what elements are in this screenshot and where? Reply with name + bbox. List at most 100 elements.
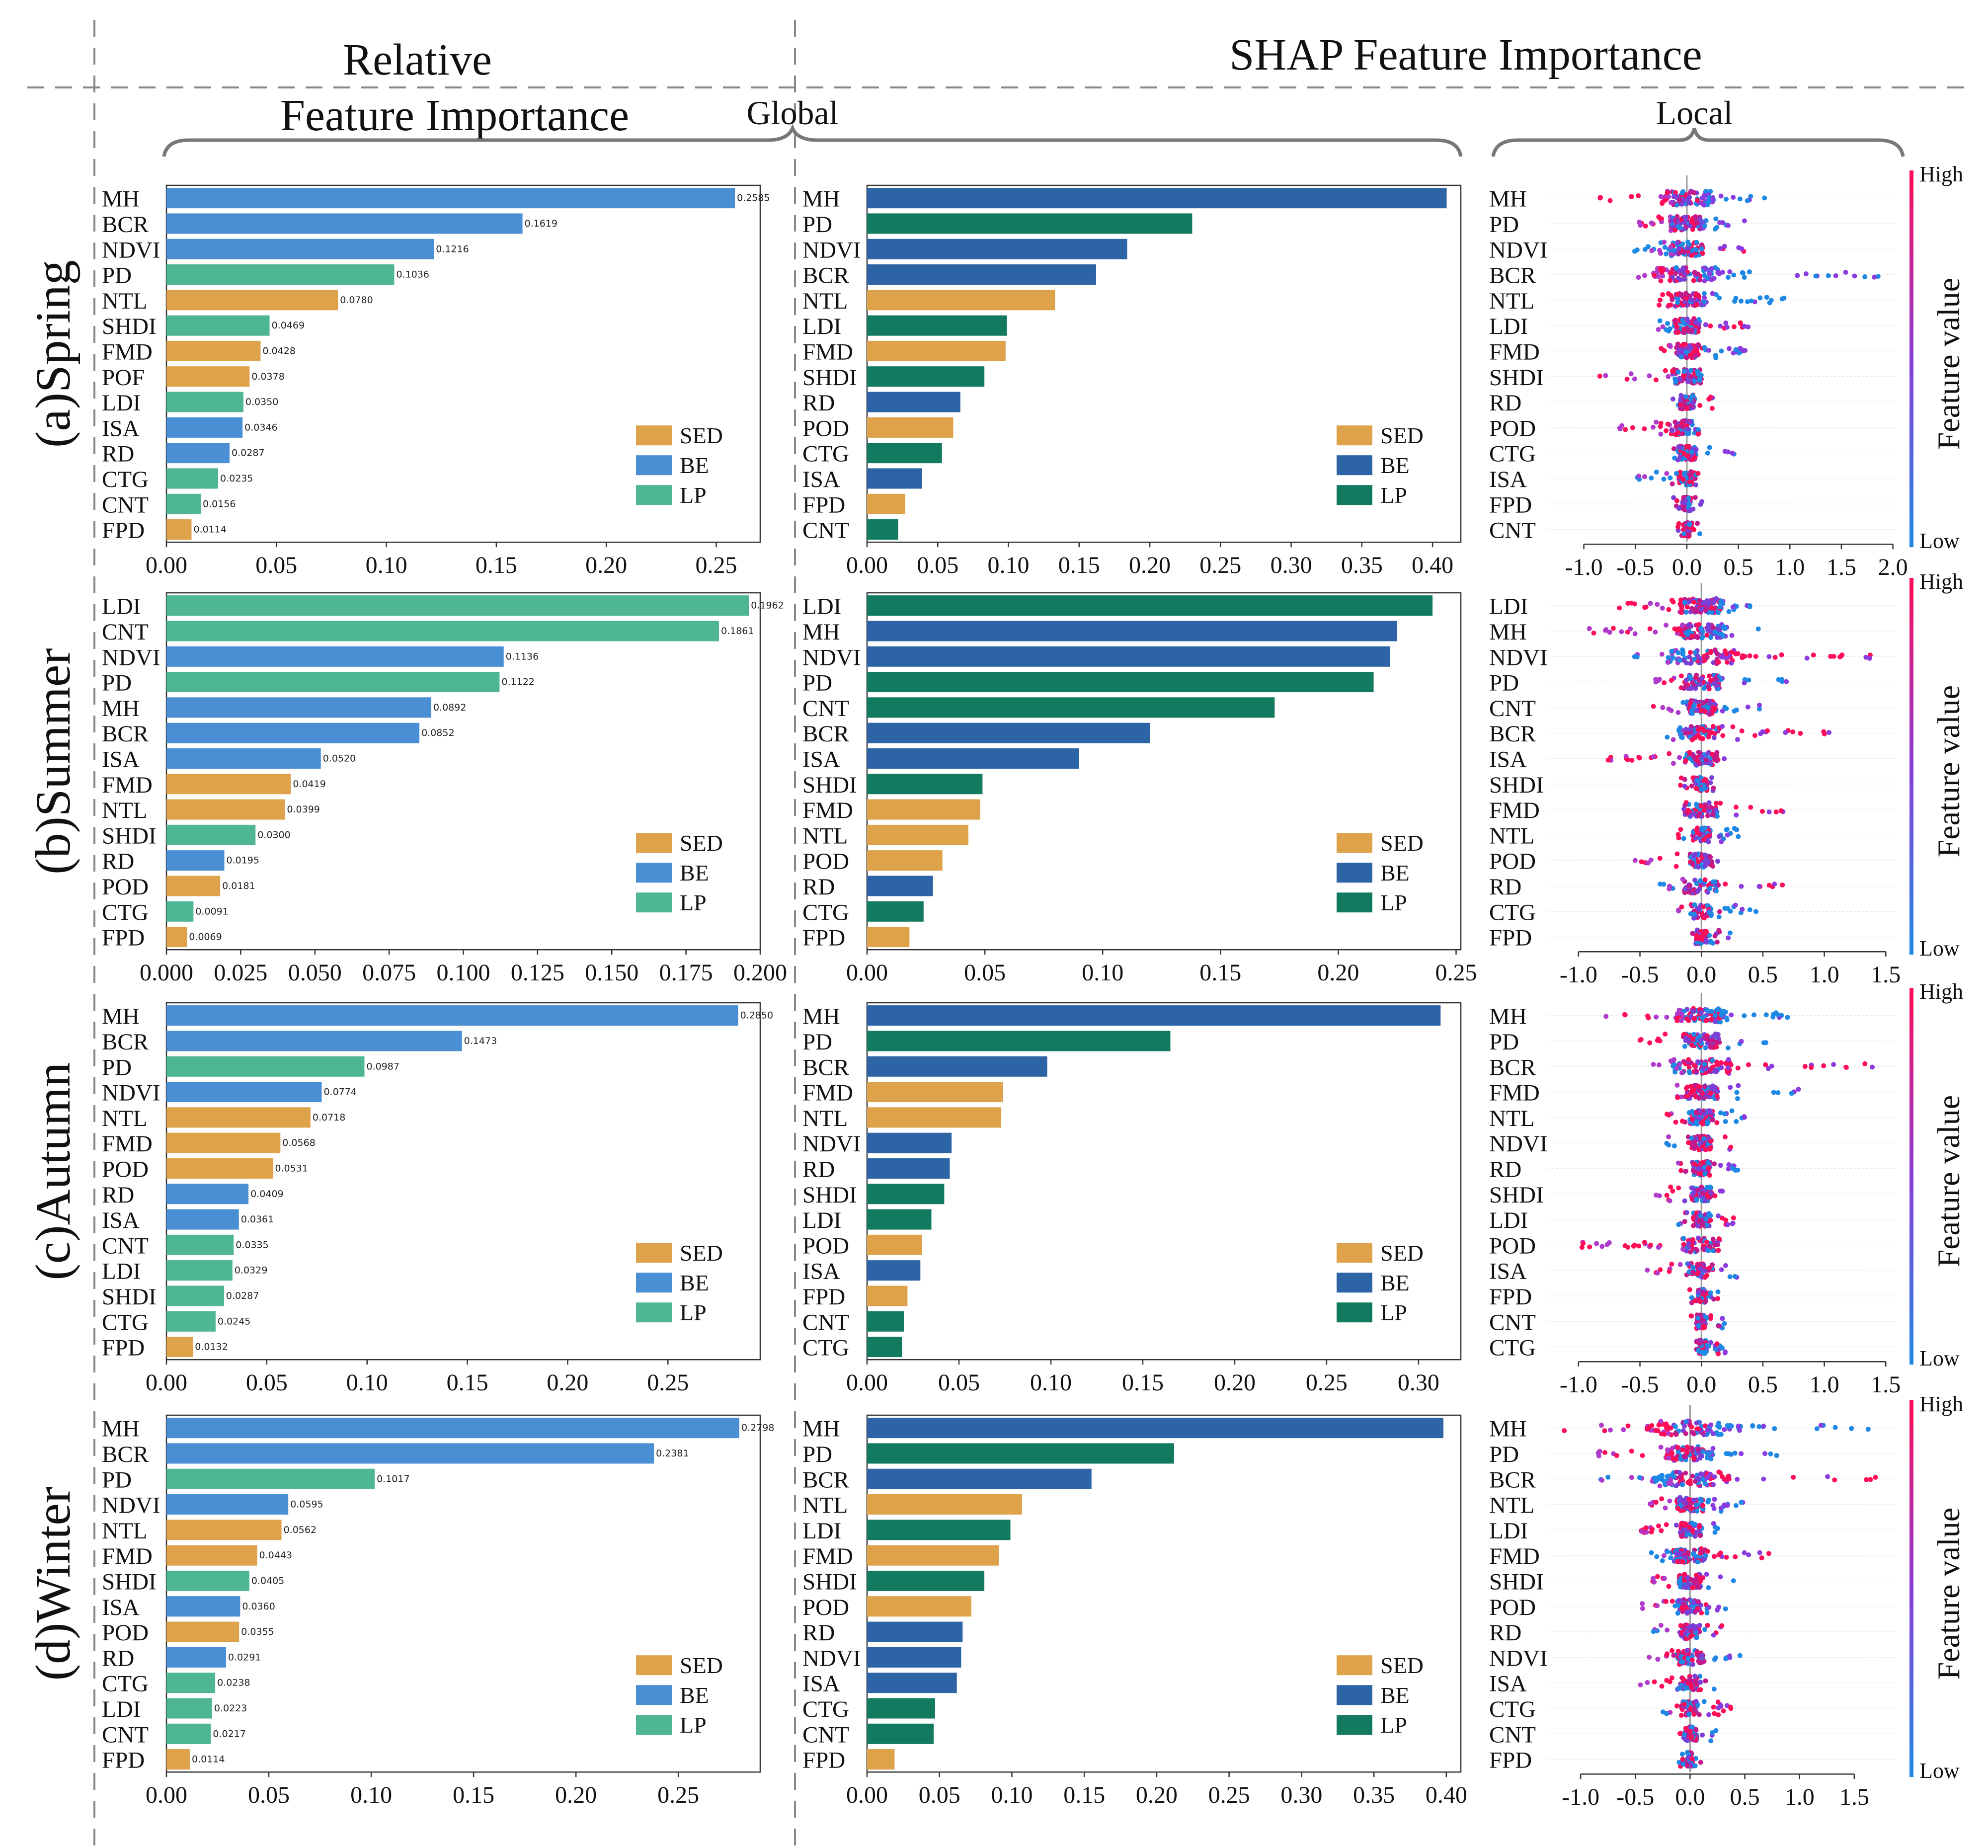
local-dot [1654, 378, 1659, 383]
local-dot [1710, 1503, 1715, 1508]
local-dot [1680, 623, 1685, 628]
relative-value-label: 0.1036 [397, 269, 429, 280]
local-dot [1699, 676, 1704, 681]
local-dot [1691, 1600, 1696, 1605]
relative-bar [166, 595, 749, 616]
local-dot [1640, 1453, 1645, 1458]
relative-feature-label: RD [102, 849, 134, 875]
local-dot [1762, 195, 1767, 200]
relative-feature-label: CTG [102, 1671, 149, 1697]
global-feature-label: NTL [802, 288, 848, 314]
local-dot [1717, 604, 1722, 609]
local-dot [1729, 661, 1734, 666]
local-dot [1692, 1063, 1697, 1068]
local-dot [1708, 1313, 1713, 1318]
local-dot [1726, 275, 1731, 280]
local-dot [1774, 809, 1779, 814]
relative-bar [166, 901, 193, 922]
local-dot [1660, 201, 1665, 206]
local-dot [1675, 1445, 1680, 1450]
local-dot [1648, 1502, 1653, 1507]
global-bar [867, 264, 1096, 285]
global-feature-label: SHDI [802, 1182, 857, 1208]
global-tick-label: 0.25 [1306, 1369, 1348, 1396]
global-tick-label: 0.10 [1082, 960, 1123, 986]
local-dot [1862, 1061, 1867, 1066]
relative-value-label: 0.0419 [293, 779, 325, 790]
local-dot [1598, 195, 1603, 200]
global-feature-label: FPD [802, 1284, 845, 1310]
local-dot [1746, 678, 1751, 683]
local-dot [1681, 330, 1686, 335]
local-dot [1785, 1015, 1790, 1020]
global-feature-label: NDVI [802, 1645, 861, 1671]
colorbar-title: Feature value [1931, 278, 1966, 450]
relative-legend-swatch [636, 1243, 672, 1263]
relative-tick-label: 0.20 [547, 1369, 588, 1396]
relative-value-label: 0.0350 [245, 397, 278, 407]
relative-legend-swatch [636, 1302, 672, 1322]
relative-value-label: 0.0300 [257, 829, 290, 840]
local-dot [1730, 451, 1735, 456]
local-dot [1603, 373, 1608, 378]
local-dot [1691, 1215, 1696, 1220]
relative-value-label: 0.1861 [721, 626, 754, 637]
local-dot [1658, 432, 1663, 437]
local-dot [1658, 856, 1663, 861]
local-dot [1653, 1428, 1658, 1433]
local-dot [1707, 800, 1712, 805]
local-feature-label: FPD [1489, 1284, 1532, 1310]
local-dot [1726, 1065, 1731, 1070]
relative-feature-label: FPD [102, 518, 145, 544]
local-dot [1685, 605, 1690, 610]
relative-legend-label: LP [680, 482, 707, 508]
local-dot [1693, 1580, 1698, 1585]
local-dot [1694, 786, 1699, 791]
local-dot [1779, 808, 1784, 813]
global-bar [867, 825, 968, 845]
local-dot [1685, 808, 1690, 813]
local-dot [1682, 215, 1687, 220]
relative-legend-label: SED [680, 1240, 723, 1266]
local-dot [1673, 1120, 1678, 1125]
local-dot [1688, 397, 1693, 402]
local-dot [1648, 1243, 1653, 1248]
local-dot [1720, 733, 1725, 738]
local-dot [1687, 1525, 1692, 1529]
relative-legend-swatch [636, 455, 672, 475]
relative-value-label: 0.0568 [282, 1137, 315, 1148]
local-feature-label: POD [1489, 1233, 1536, 1259]
relative-value-label: 0.0531 [275, 1163, 308, 1174]
local-dot [1676, 430, 1681, 435]
local-dot [1694, 247, 1699, 252]
local-dot [1686, 1582, 1691, 1587]
local-dot [1739, 1039, 1744, 1044]
local-dot [1710, 941, 1715, 946]
local-dot [1685, 426, 1690, 431]
local-dot [1731, 1215, 1736, 1220]
relative-bar [166, 1082, 321, 1102]
relative-value-label: 0.0329 [235, 1265, 267, 1276]
local-dot [1690, 1474, 1695, 1479]
local-tick-label: 0.0 [1686, 962, 1716, 988]
local-dot [1676, 1186, 1681, 1191]
local-dot [1674, 1603, 1679, 1608]
local-dot [1665, 1447, 1670, 1452]
local-feature-label: SHDI [1489, 365, 1544, 391]
local-dot [1825, 1474, 1830, 1479]
local-dot [1630, 425, 1635, 430]
local-dot [1670, 482, 1675, 486]
local-dot [1646, 861, 1651, 866]
local-dot [1605, 1475, 1610, 1480]
local-dot [1659, 1528, 1664, 1533]
local-dot [1671, 1474, 1676, 1479]
local-feature-label: SHDI [1489, 772, 1544, 798]
local-dot [1724, 651, 1729, 656]
local-dot [1700, 629, 1705, 634]
local-dot [1713, 1019, 1718, 1024]
local-dot [1705, 1549, 1710, 1554]
local-dot [1649, 476, 1654, 481]
local-dot [1664, 251, 1669, 256]
local-dot [1688, 1249, 1693, 1254]
global-tick-label: 0.15 [1199, 960, 1241, 986]
